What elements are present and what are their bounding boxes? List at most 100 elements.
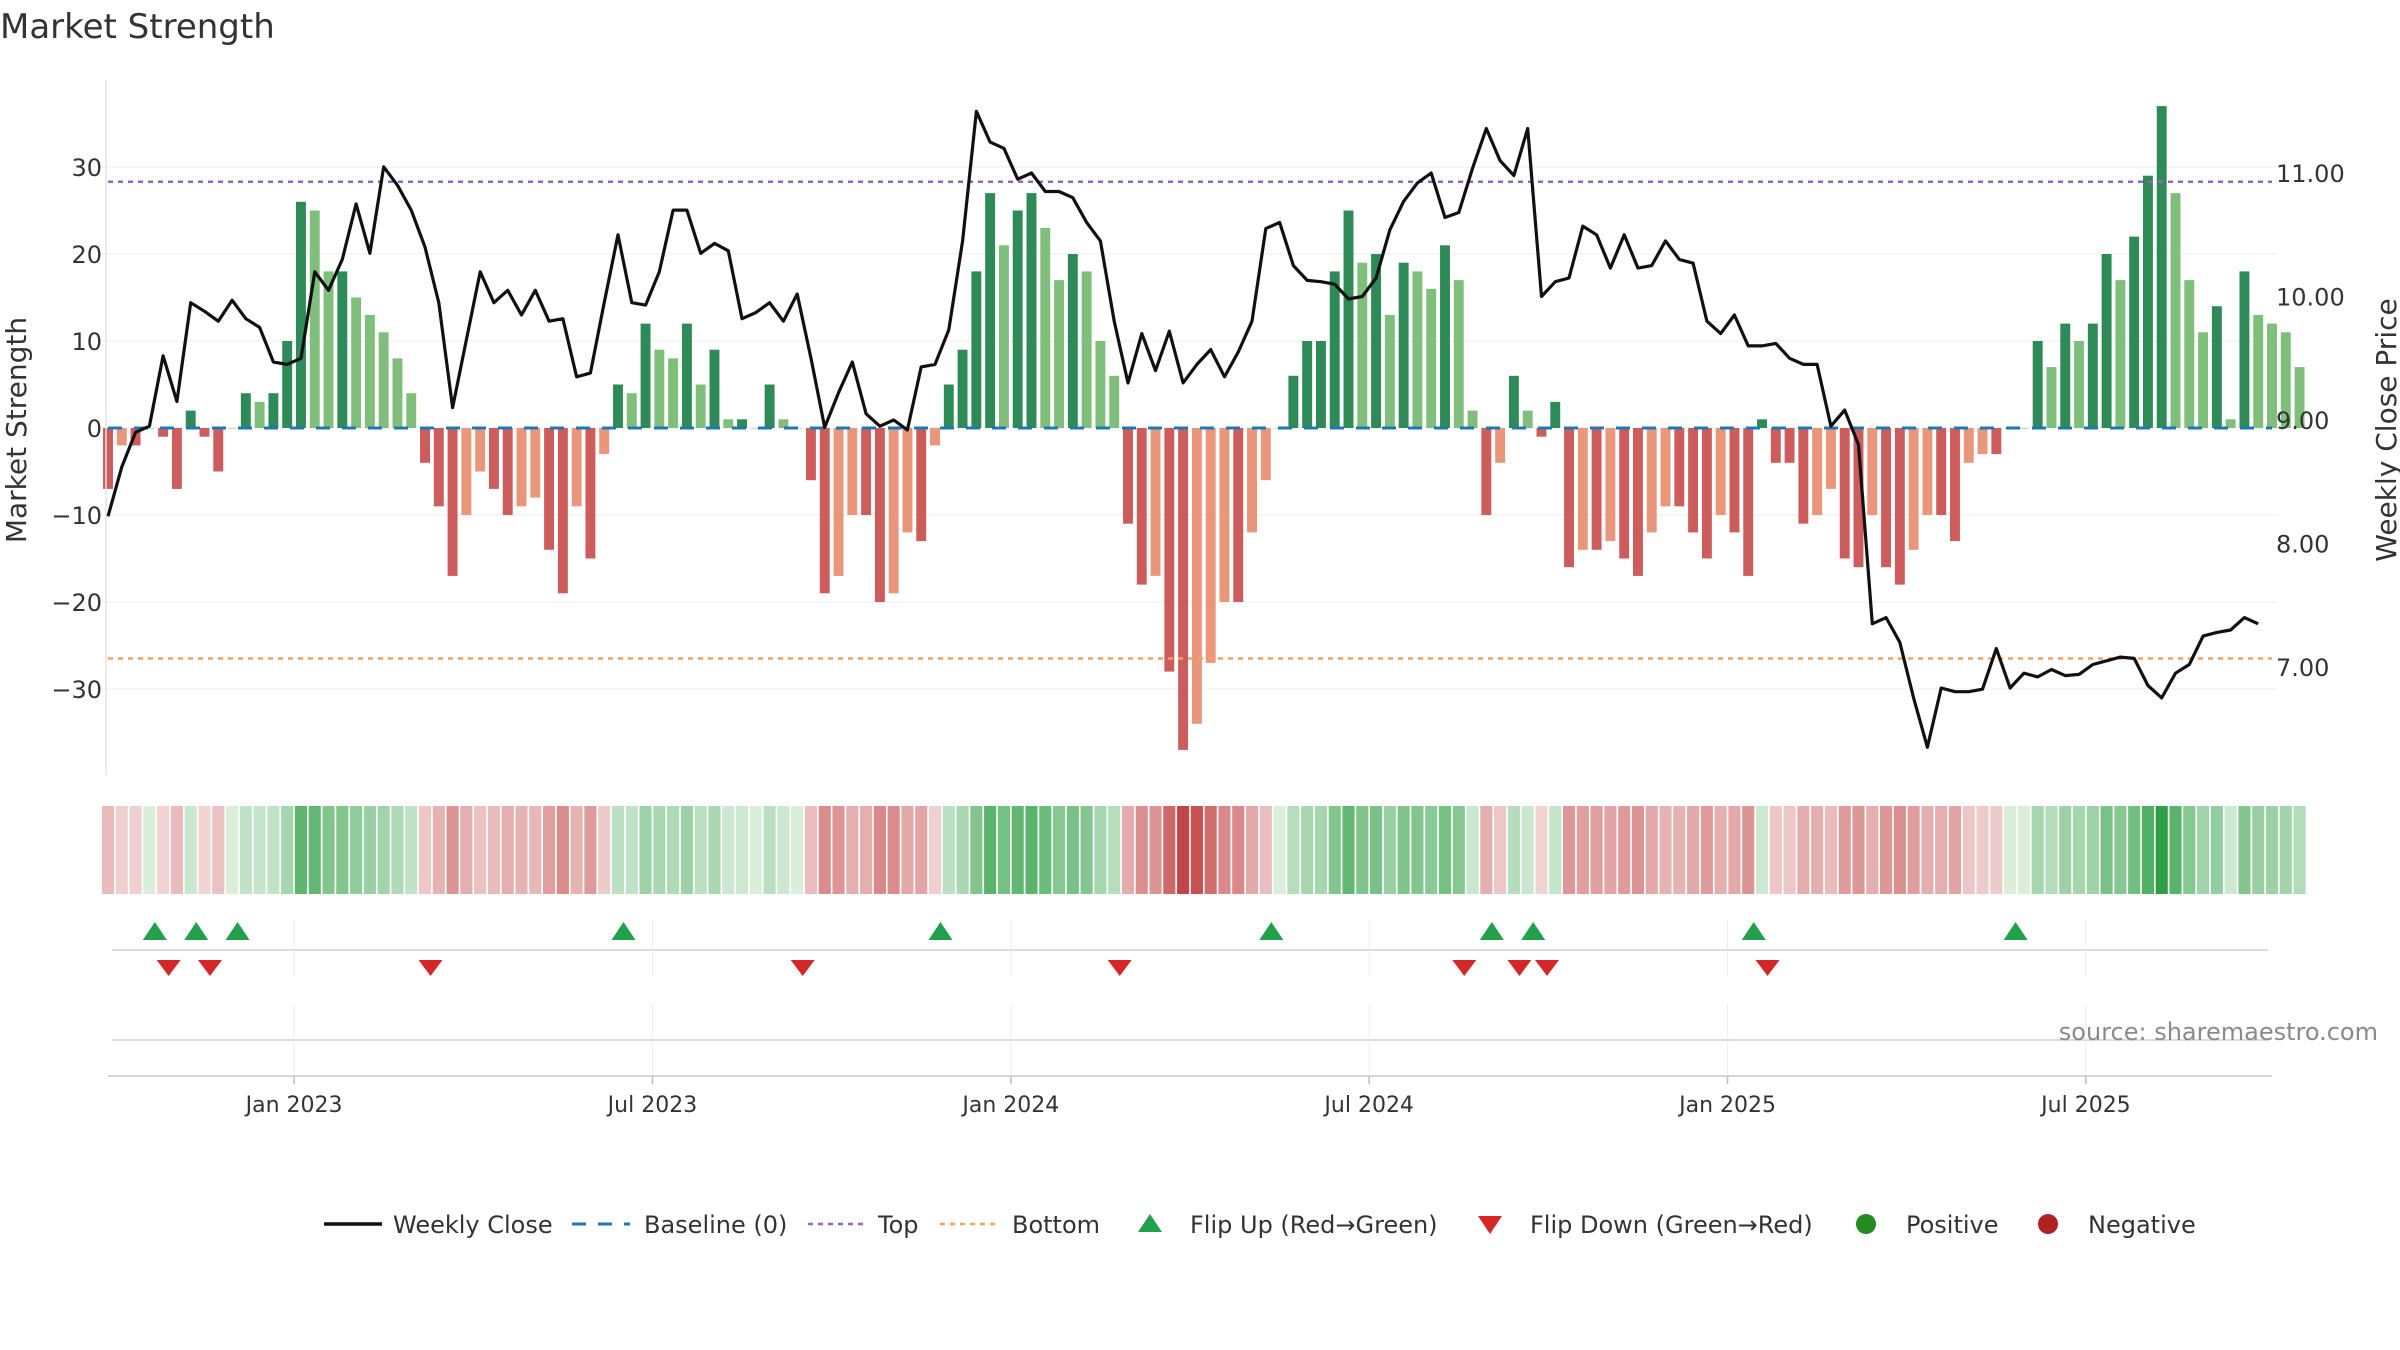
y2-tick-label: 11.00 [2276, 160, 2345, 188]
strength-bar [1191, 428, 1202, 724]
strength-bar [2060, 323, 2071, 428]
heat-cell [1907, 806, 1920, 894]
strength-bar [2239, 271, 2250, 428]
strength-bar [1067, 254, 1078, 428]
strength-bar [544, 428, 555, 550]
heat-cell [832, 806, 845, 894]
strength-bar [406, 393, 417, 428]
heat-cell [1769, 806, 1782, 894]
strength-bar [585, 428, 596, 559]
strength-bar [116, 428, 127, 446]
strength-bar [2074, 341, 2084, 428]
heat-cell [2004, 806, 2017, 894]
heat-cell [1879, 806, 1893, 894]
strength-bar [158, 428, 169, 437]
heat-cell [2155, 806, 2168, 894]
strength-bar [1577, 428, 1588, 550]
strength-bar [668, 358, 679, 428]
heat-cell [2045, 806, 2058, 894]
heat-cell [653, 806, 666, 894]
strength-bar [1977, 428, 1988, 455]
strength-bar [1894, 428, 1905, 585]
heat-cell [308, 806, 321, 894]
strength-bar [1247, 428, 1257, 533]
heat-cell [418, 806, 432, 894]
strength-bar [144, 428, 155, 429]
heat-cell [556, 806, 569, 894]
x-tick-label: Jul 2024 [1322, 1093, 1414, 1118]
axes: 30 20 10 0 −10 −20 −30 11.00 10.00 9.00 8.00 7.00 [51, 80, 2345, 775]
heat-cell [1342, 806, 1355, 894]
strength-bar [1881, 428, 1892, 568]
strength-bars [103, 106, 2305, 750]
x-tick-label: Jan 2023 [244, 1093, 343, 1118]
strength-bar [1453, 280, 1464, 428]
strength-bar [1343, 210, 1354, 428]
heat-cell [1066, 806, 1079, 894]
heat-cell [515, 806, 528, 894]
heat-cell [377, 806, 390, 894]
heat-cell [1714, 806, 1727, 894]
y2-axis-label: Weekly Close Price [2370, 298, 2400, 561]
strength-bar [847, 428, 858, 515]
strength-bar [227, 428, 238, 429]
strength-bar [1026, 193, 1037, 428]
chart-title: Market Strength [0, 7, 275, 47]
strength-bar [861, 428, 872, 515]
legend-label: Baseline (0) [644, 1211, 787, 1239]
heat-cell [887, 806, 900, 894]
heat-cell [791, 806, 804, 894]
heat-cell [2238, 806, 2251, 894]
heat-cell [253, 806, 266, 894]
strength-bar [1164, 428, 1175, 672]
flip-up-marker [1259, 922, 1284, 940]
strength-bar [488, 428, 499, 489]
strength-bar [737, 419, 748, 428]
strength-bar [171, 428, 182, 489]
heat-cell [446, 806, 459, 894]
heat-cell [1838, 806, 1851, 894]
heat-cell [639, 806, 652, 894]
heat-cell [1080, 806, 1093, 894]
heat-cell [873, 806, 886, 894]
strength-bar [1853, 428, 1864, 568]
y-tick-label: −10 [51, 502, 102, 530]
strength-bar [2032, 341, 2043, 428]
heat-cell [1673, 806, 1686, 894]
heat-cell [1328, 806, 1341, 894]
heat-cell [722, 806, 735, 894]
heat-cell [818, 806, 831, 894]
heat-cell [1039, 806, 1052, 894]
strength-bar [2018, 428, 2029, 429]
heat-cell [901, 806, 914, 894]
heat-cell [1383, 806, 1396, 894]
strength-bar [1605, 428, 1616, 542]
heat-cell [1287, 806, 1300, 894]
strength-bar [2046, 367, 2057, 428]
heat-cell [1259, 806, 1272, 894]
heat-cell [1245, 806, 1259, 894]
strength-bar [392, 358, 403, 428]
strength-bar [1715, 428, 1726, 515]
legend-swatch-flip-up [1138, 1214, 1162, 1232]
heat-cell [1990, 806, 2003, 894]
strength-bar [1757, 419, 1767, 428]
heat-cell [1232, 806, 1245, 894]
legend: Weekly Close Baseline (0) Top Bottom Flip Up… [324, 1211, 2196, 1239]
strength-bar [1233, 428, 1244, 602]
heat-cell [1618, 806, 1631, 894]
strength-bar [1991, 428, 2002, 455]
strength-bar [420, 428, 430, 463]
heat-cell [2017, 806, 2030, 894]
strength-bar [2170, 193, 2181, 428]
heat-cell [460, 806, 473, 894]
strength-bar [640, 323, 651, 428]
heat-cell [1604, 806, 1617, 894]
heat-cell [501, 806, 514, 894]
legend-label: Top [877, 1211, 919, 1239]
strength-bar [902, 428, 913, 533]
weekly-close-line [106, 109, 2259, 749]
heat-cell [2059, 806, 2072, 894]
strength-bar [654, 349, 665, 428]
strength-bar [1136, 428, 1147, 585]
